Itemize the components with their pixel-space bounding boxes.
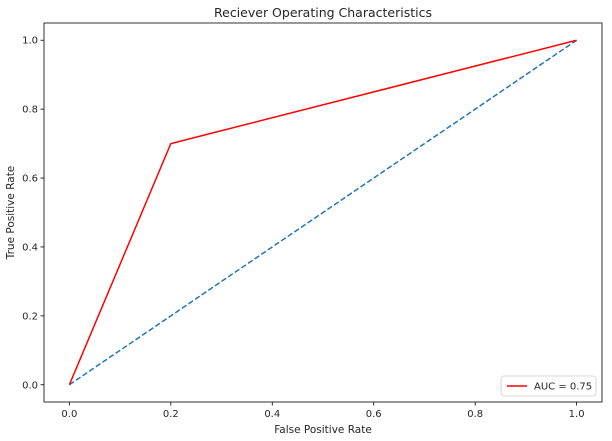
legend-box [500, 375, 597, 397]
y-axis-label: True Positive Rate [5, 166, 17, 261]
x-tick-label: 0.2 [163, 409, 179, 420]
diagonal-reference-line [68, 39, 578, 386]
y-tick-label: 0.8 [22, 105, 38, 116]
x-tick-label: 1.0 [569, 409, 585, 420]
x-tick-label: 0.8 [467, 409, 483, 420]
plot-area [43, 22, 603, 403]
y-tick-label: 0.0 [22, 380, 38, 391]
y-tick-label: 1.0 [22, 36, 38, 47]
y-axis-ticks: 0.0 0.2 0.4 0.6 0.8 1.0 [22, 36, 44, 391]
legend-entry-label: AUC = 0.75 [534, 382, 592, 393]
x-axis-ticks: 0.0 0.2 0.4 0.6 0.8 1.0 [61, 402, 585, 420]
y-tick-label: 0.2 [22, 311, 38, 322]
x-axis-label: False Positive Rate [274, 424, 372, 436]
plot-frame [43, 22, 603, 403]
x-tick-label: 0.4 [264, 409, 280, 420]
x-tick-label: 0.6 [366, 409, 382, 420]
y-tick-label: 0.4 [22, 242, 38, 253]
y-tick-label: 0.6 [22, 174, 38, 185]
x-tick-label: 0.0 [61, 409, 77, 420]
roc-curve-line [68, 39, 577, 386]
legend: AUC = 0.75 [500, 375, 597, 397]
chart-title: Reciever Operating Characteristics [214, 5, 432, 20]
